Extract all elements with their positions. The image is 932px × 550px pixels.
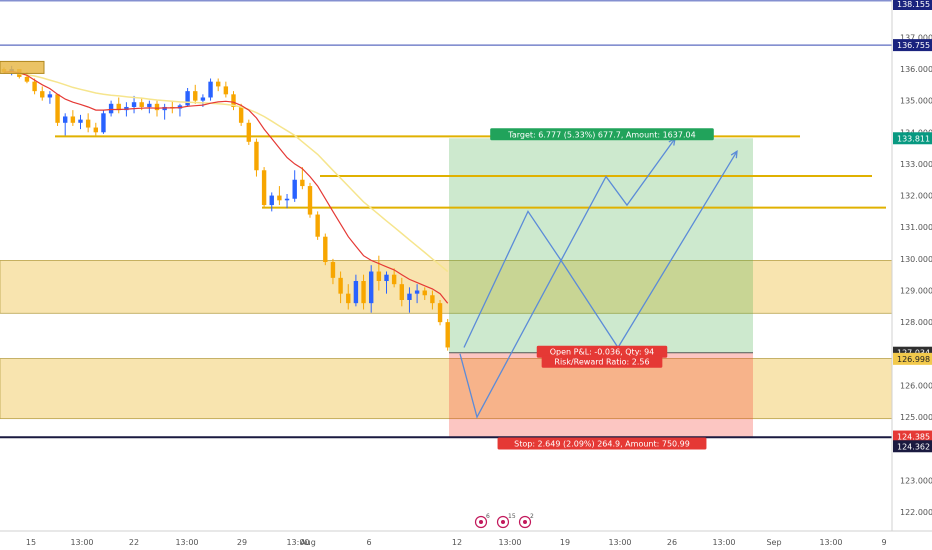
- candle-body: [71, 116, 75, 122]
- price-tag-label: 124.362: [897, 442, 930, 451]
- candle-body: [446, 322, 450, 347]
- price-tick-label: 133.000: [900, 160, 932, 169]
- time-tick-label: 13:00: [175, 538, 198, 547]
- time-tick-label: 13:00: [608, 538, 631, 547]
- event-icon-dot: [479, 520, 483, 524]
- price-tick-label: 135.000: [900, 97, 932, 106]
- candle-body: [48, 94, 52, 97]
- candle-body: [323, 237, 327, 262]
- pnl-label: Open P&L: -0.036, Qty: 94: [550, 348, 655, 357]
- candle-body: [247, 123, 251, 142]
- candle-body: [338, 278, 342, 294]
- candle-body: [94, 128, 98, 133]
- candle-body: [315, 215, 319, 237]
- candle-body: [40, 91, 44, 97]
- candle-body: [400, 284, 404, 300]
- time-tick-label: 13:00: [498, 538, 521, 547]
- candle-body: [377, 272, 381, 281]
- time-tick-label: 6: [366, 538, 371, 547]
- price-tag-label: 136.755: [897, 41, 930, 50]
- time-tick-label: 13:00: [70, 538, 93, 547]
- candle-body: [86, 120, 90, 128]
- candle-body: [415, 291, 419, 294]
- time-tick-label: 12: [452, 538, 462, 547]
- supply-demand-zone[interactable]: [0, 359, 892, 419]
- time-tick-label: 13:00: [819, 538, 842, 547]
- event-icon-dot: [501, 520, 505, 524]
- time-tick-label: 22: [129, 538, 139, 547]
- candle-body: [346, 294, 350, 303]
- candle-body: [32, 82, 36, 91]
- candle-body: [63, 116, 67, 122]
- candle-body: [361, 281, 365, 303]
- time-tick-label: Aug: [300, 538, 316, 547]
- candle-body: [193, 91, 197, 100]
- price-tag-label: 126.998: [897, 355, 930, 364]
- candle-body: [293, 180, 297, 199]
- candle-body: [423, 291, 427, 296]
- time-tick-label: 15: [26, 538, 36, 547]
- candle-body: [300, 180, 304, 186]
- candle-body: [254, 142, 258, 170]
- candle-body: [155, 104, 159, 110]
- price-tick-label: 123.000: [900, 476, 932, 485]
- price-tick-label: 130.000: [900, 255, 932, 264]
- stop-label: Stop: 2.649 (2.09%) 264.9, Amount: 750.9…: [514, 440, 690, 449]
- price-tick-label: 136.000: [900, 65, 932, 74]
- candle-body: [354, 281, 358, 303]
- candle-body: [224, 86, 228, 94]
- candle-body: [438, 303, 442, 322]
- candle-body: [185, 91, 189, 105]
- candle-body: [101, 113, 105, 132]
- candle-body: [201, 97, 205, 100]
- price-tag-label: 133.811: [897, 134, 930, 143]
- highlight-rect[interactable]: [0, 61, 44, 73]
- time-tick-label: 9: [881, 538, 886, 547]
- candle-body: [430, 295, 434, 303]
- rr-label: Risk/Reward Ratio: 2.56: [554, 358, 649, 367]
- candle-body: [407, 294, 411, 300]
- time-tick-label: 26: [667, 538, 677, 547]
- candle-body: [132, 102, 136, 107]
- time-tick-label: 19: [560, 538, 570, 547]
- candle-body: [384, 275, 388, 281]
- time-tick-label: Sep: [766, 538, 781, 547]
- candle-body: [55, 94, 59, 122]
- candle-body: [239, 107, 243, 123]
- candle-body: [140, 102, 144, 107]
- target-label: Target: 6.777 (5.33%) 677.7, Amount: 163…: [507, 130, 695, 139]
- event-count: 15: [508, 513, 516, 520]
- event-icon-dot: [523, 520, 527, 524]
- candle-body: [25, 77, 29, 82]
- candle-body: [78, 120, 82, 123]
- event-count: 6: [486, 513, 490, 520]
- price-tag-label: 124.385: [897, 433, 930, 442]
- candle-body: [262, 170, 266, 205]
- event-count: 2: [530, 513, 534, 520]
- price-tag-label: 138.155: [897, 0, 930, 9]
- price-tick-label: 125.000: [900, 413, 932, 422]
- price-tick-label: 126.000: [900, 381, 932, 390]
- candle-body: [270, 196, 274, 205]
- price-tick-label: 122.000: [900, 508, 932, 517]
- price-tick-label: 129.000: [900, 287, 932, 296]
- candle-body: [331, 262, 335, 278]
- candle-body: [277, 196, 281, 201]
- candle-body: [308, 186, 312, 214]
- candle-body: [109, 104, 113, 113]
- time-tick-label: 29: [237, 538, 247, 547]
- supply-demand-zone[interactable]: [0, 260, 892, 313]
- candle-body: [147, 104, 151, 107]
- price-tick-label: 131.000: [900, 223, 932, 232]
- candle-body: [285, 199, 289, 201]
- candle-body: [392, 275, 396, 284]
- price-tick-label: 128.000: [900, 318, 932, 327]
- candle-body: [208, 82, 212, 98]
- candle-body: [216, 82, 220, 87]
- candle-body: [369, 272, 373, 304]
- time-tick-label: 13:00: [712, 538, 735, 547]
- price-tick-label: 132.000: [900, 192, 932, 201]
